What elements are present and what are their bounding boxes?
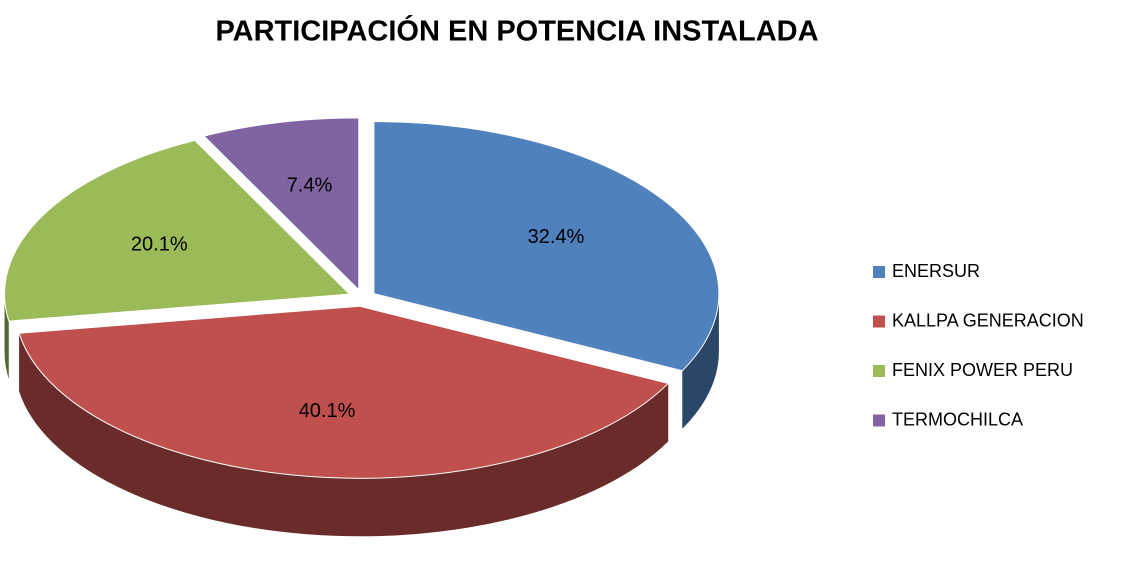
data-label: 20.1% bbox=[131, 234, 188, 256]
slice-side bbox=[19, 333, 669, 537]
legend-swatch bbox=[873, 414, 885, 427]
chart-title: PARTICIPACIÓN EN POTENCIA INSTALADA bbox=[215, 14, 818, 48]
data-label: 40.1% bbox=[299, 400, 356, 422]
data-label: 7.4% bbox=[287, 174, 333, 196]
legend-label: FENIX POWER PERU bbox=[892, 360, 1073, 380]
legend-label: ENERSUR bbox=[892, 261, 980, 281]
legend-label: TERMOCHILCA bbox=[892, 409, 1023, 429]
legend-swatch bbox=[873, 365, 885, 377]
legend-swatch bbox=[873, 266, 885, 278]
slice-side bbox=[682, 293, 719, 429]
slice bbox=[203, 117, 360, 292]
slice bbox=[373, 121, 720, 372]
data-label: 32.4% bbox=[528, 226, 585, 248]
slice-side bbox=[4, 294, 9, 380]
legend-label: KALLPA GENERACION bbox=[892, 310, 1084, 330]
slice bbox=[18, 305, 670, 479]
slice bbox=[4, 139, 351, 322]
legend-swatch bbox=[873, 315, 885, 328]
